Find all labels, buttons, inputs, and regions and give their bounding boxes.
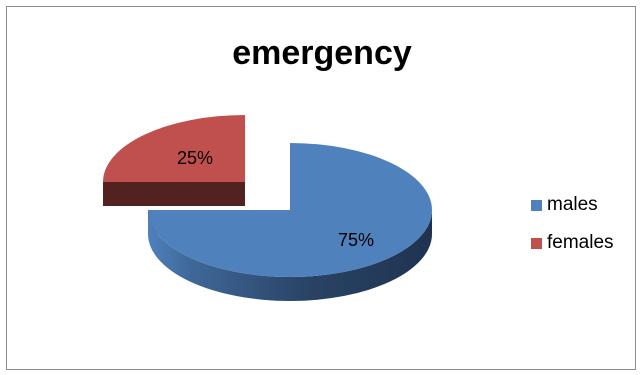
- legend: males females: [531, 193, 614, 269]
- slice-females-wall-start: [103, 182, 245, 206]
- data-label-females: 25%: [177, 148, 213, 168]
- legend-label-males: males: [547, 194, 598, 215]
- slice-males: [148, 143, 432, 301]
- slice-males-side: [148, 210, 432, 301]
- slice-females-top: [103, 115, 245, 182]
- slice-females: [103, 115, 245, 206]
- slice-males-top: [148, 143, 432, 277]
- data-label-males: 75%: [338, 230, 374, 250]
- legend-swatch-females: [531, 237, 542, 249]
- legend-item-males: males: [531, 193, 614, 217]
- legend-label-females: females: [547, 232, 614, 253]
- legend-swatch-males: [531, 199, 542, 211]
- chart-title: emergency: [232, 34, 412, 72]
- legend-item-females: females: [531, 231, 614, 255]
